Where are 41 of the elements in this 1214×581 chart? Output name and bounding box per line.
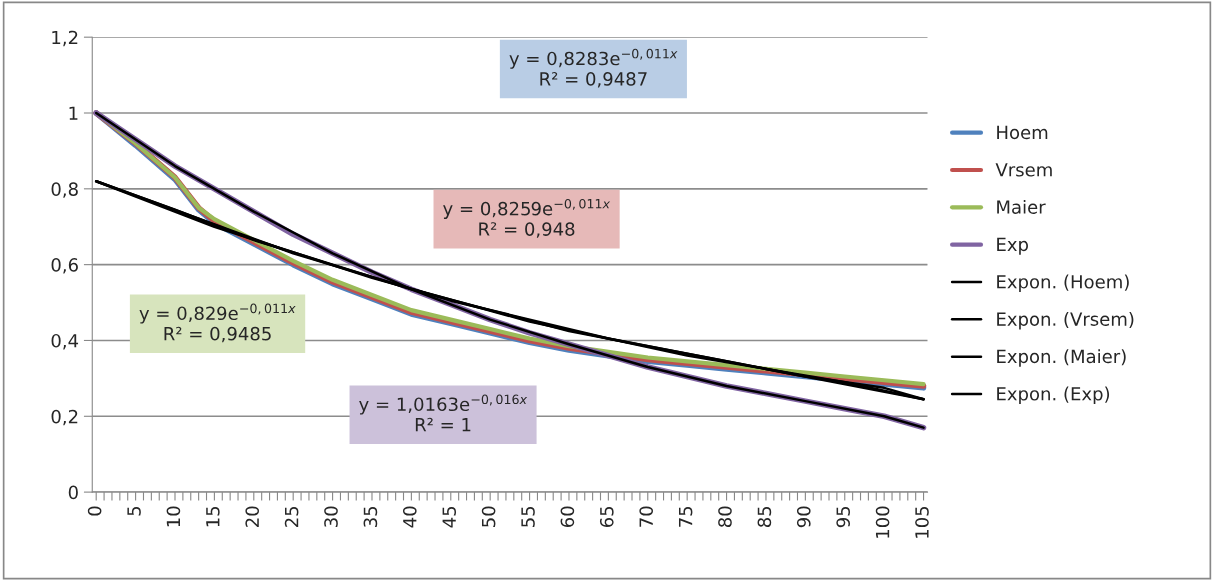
x-tick-label: 60 [560,506,575,528]
x-tick-label: 15 [206,506,220,527]
x-tick-label: 25 [284,506,299,527]
x-tick-label: 90 [796,506,811,528]
y-tick-label: 1 [69,106,78,120]
legend-label: Expon. (Exp) [997,386,1110,405]
x-tick-label: 0 [87,506,102,516]
x-tick-label: 75 [678,506,693,527]
x-tick-label: 55 [521,506,535,527]
x-tick-label: 65 [599,506,614,528]
x-tick-label: 105 [915,506,929,538]
x-tick-label: 35 [363,506,378,527]
x-tick-label: 70 [639,506,654,527]
x-tick-label: 5 [127,506,141,516]
x-tick-label: 40 [402,506,417,528]
x-tick-label: 10 [166,506,181,527]
legend-label: Expon. (Maier) [997,349,1126,367]
annotation: y = 0,8283e$^{−0,011x}$ R² = 0,9487 [509,48,678,88]
x-tick-label: 100 [875,506,890,538]
legend-label: Hoem [997,125,1048,140]
x-tick-label: 20 [245,506,260,527]
annotation: y = 0,8259e$^{−0,011x}$ R² = 0,948 [443,198,611,238]
legend-label: Exp [997,237,1028,255]
y-tick-label: 0,2 [51,409,78,426]
y-tick-label: 0,8 [51,182,78,198]
y-tick-label: 0,6 [51,258,78,274]
y-tick-label: 0 [68,485,78,500]
annotation: y = 0,829e$^{−0,011x}$ R² = 0,9485 [139,303,296,343]
x-tick-label: 30 [324,506,338,527]
annotation: y = 1,0163e$^{−0,016x}$ R² = 1 [359,394,528,432]
x-tick-label: 95 [836,506,850,528]
legend-label: Maier [997,199,1046,214]
x-tick-label: 85 [757,506,772,528]
x-tick-label: 80 [718,506,732,528]
legend-label: Expon. (Hoem) [997,274,1129,293]
x-tick-label: 50 [481,506,496,527]
y-tick-label: 1,2 [52,30,78,47]
y-tick-label: 0,4 [51,333,79,350]
legend-label: Vrsem [995,163,1052,177]
x-tick-label: 45 [442,506,457,528]
legend-label: Expon. (Vrsem) [997,311,1134,330]
